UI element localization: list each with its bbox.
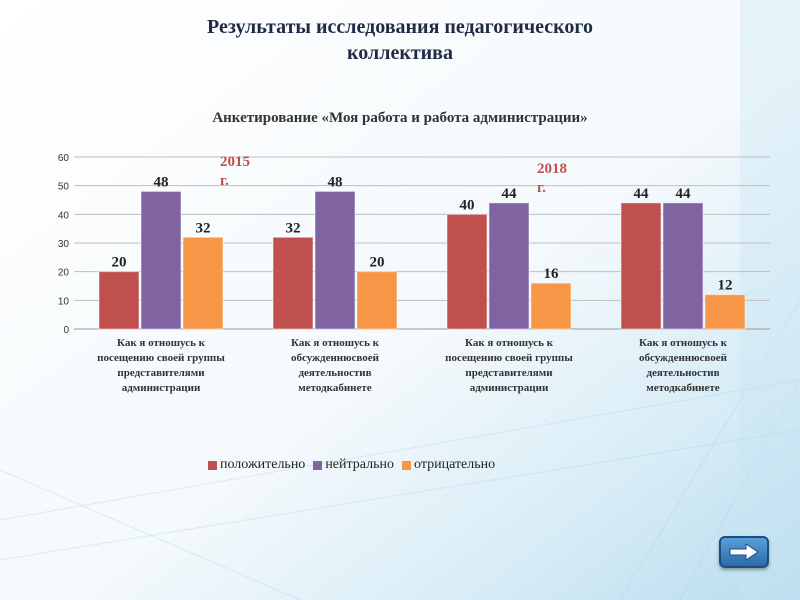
data-label: 20 [370,255,385,271]
x-tick-label: деятельностив [298,367,371,379]
x-tick-label: Как я отношусь к [291,337,380,349]
bar [704,294,746,330]
y-tick-label: 60 [58,153,70,164]
slide-title-line-2: коллектива [347,42,453,64]
x-tick-label: Как я отношусь к [117,337,206,349]
bar [662,202,704,330]
x-tick-label: обсужденнюсвоей [639,352,728,364]
data-label: 48 [328,174,343,190]
legend-label: положительно [220,457,306,472]
year-label-2015: 2015 г. [220,153,280,191]
x-tick-label: посещению своей группы [445,352,573,364]
next-slide-button[interactable] [719,536,769,568]
data-label: 44 [634,186,650,202]
year-label-2018-suffix: г. [537,180,546,196]
chart-legend: положительно нейтрально отрицательно [208,455,608,475]
y-tick-label: 0 [63,325,69,336]
x-tick-label: деятельностив [646,367,719,379]
data-label: 32 [196,220,211,236]
x-tick-label: администрации [470,382,549,394]
y-tick-label: 20 [58,268,70,279]
data-label: 20 [112,255,127,271]
data-label: 44 [676,186,692,202]
x-tick-label: администрации [122,382,201,394]
x-tick-label: представителями [117,367,205,379]
year-label-2018-year: 2018 [537,161,567,177]
bar [488,202,530,330]
bar [140,190,182,330]
y-tick-label: 40 [58,210,70,221]
year-label-2018: 2018 г. [537,160,597,198]
legend-label: отрицательно [414,457,496,472]
slide-title-line-1: Результаты исследования педагогического [207,16,593,38]
x-tick-label: представителями [465,367,553,379]
y-tick-label: 10 [58,296,70,307]
year-label-2015-year: 2015 [220,154,250,170]
slide-title: Результаты исследования педагогического … [150,14,650,66]
x-tick-label: методкабинете [298,382,372,394]
legend-entry: нейтрально [313,457,394,473]
x-tick-label: посещению своей группы [97,352,225,364]
x-tick-label: обсужденнюсвоей [291,352,380,364]
data-label: 16 [544,266,560,282]
legend-label: нейтрально [325,457,394,472]
legend-swatch [208,460,217,470]
legend-entry: отрицательно [402,457,495,473]
y-tick-label: 50 [58,182,70,193]
legend-swatch [313,460,323,470]
legend-entry: положительно [208,457,305,473]
y-tick-label: 30 [58,239,70,250]
bar [446,213,488,330]
bar [620,202,662,330]
bar [530,282,572,330]
bar [314,190,356,330]
bar [356,271,398,330]
data-label: 32 [286,220,301,236]
data-label: 48 [154,174,169,190]
x-tick-label: Как я отношусь к [639,337,728,349]
legend-swatch [402,460,411,470]
data-label: 12 [718,278,733,294]
bar [98,271,140,330]
x-tick-label: методкабинете [646,382,720,394]
x-tick-label: Как я отношусь к [465,337,554,349]
chart-title: Анкетирование «Моя работа и работа админ… [212,110,588,126]
arrow-right-icon [729,543,759,561]
bar [182,236,224,330]
year-label-2015-suffix: г. [220,173,229,189]
data-label: 40 [460,197,475,213]
data-label: 44 [502,186,518,202]
bar [272,236,314,330]
